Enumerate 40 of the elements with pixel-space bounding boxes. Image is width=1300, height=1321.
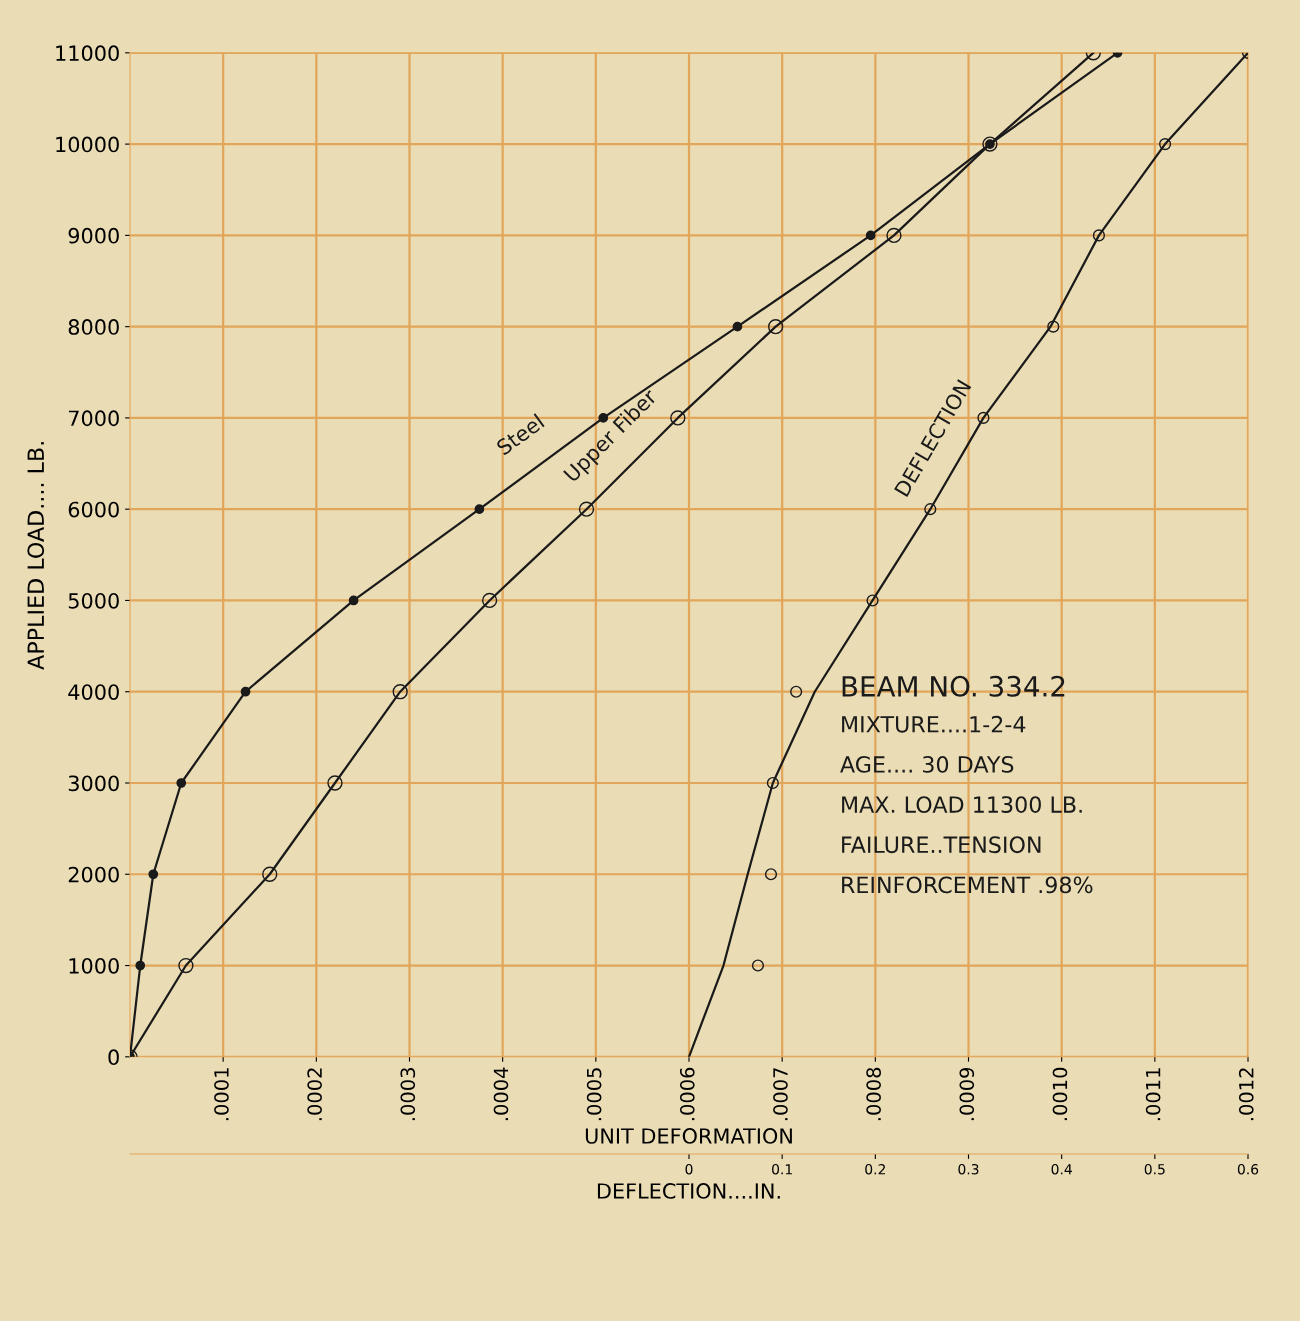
x-tick-label: .0001	[214, 1068, 229, 1121]
x-tick-label: .0002	[307, 1068, 322, 1121]
x-tick-label: .0011	[1145, 1068, 1161, 1121]
annotation: BEAM NO. 334.2	[842, 675, 1065, 697]
x-tick-label: .0003	[400, 1068, 416, 1121]
y-axis-title: APPLIED LOAD.... LB.	[27, 442, 45, 670]
x2-tick-label: 0.4	[1051, 1163, 1072, 1175]
y-tick-label: 4000	[68, 684, 119, 700]
x2-tick-label: 0	[685, 1163, 693, 1175]
annotation: AGE.... 30 DAYS	[840, 756, 1014, 773]
y-tick-label: 6000	[68, 501, 119, 518]
x-tick-label: .0005	[586, 1068, 602, 1121]
x-tick-label: .0012	[1238, 1068, 1254, 1121]
x-tick-label: .0006	[679, 1067, 695, 1121]
x2-tick-label: 0.1	[772, 1163, 792, 1175]
x-tick-label: .0008	[866, 1067, 881, 1121]
annotation: MAX. LOAD 11300 LB.	[842, 796, 1082, 813]
y-tick-label: 1000	[69, 957, 119, 974]
x2-tick-label: 0.3	[958, 1163, 979, 1175]
y-tick-label: 7000	[68, 410, 119, 427]
x-tick-label: .0010	[1052, 1067, 1068, 1121]
x2-tick-label: 0.5	[1144, 1163, 1165, 1175]
y-tick-label: 11000	[56, 45, 119, 62]
y-tick-label: 0	[108, 1049, 119, 1066]
x2-axis-title: DEFLECTION....IN.	[597, 1183, 780, 1199]
x-axis-title: UNIT DEFORMATION	[585, 1128, 792, 1144]
y-tick-label: 8000	[68, 319, 119, 335]
y-tick-label: 9000	[68, 227, 119, 244]
x-tick-label: .0009	[959, 1067, 975, 1121]
annotation: FAILURE..TENSION	[842, 836, 1041, 854]
y-tick-label: 2000	[68, 866, 119, 883]
y-tick-label: 3000	[68, 775, 119, 792]
y-tick-label: 10000	[56, 136, 119, 153]
x-tick-label: .0007	[773, 1068, 788, 1121]
annotation: MIXTURE....1-2-4	[842, 715, 1026, 733]
x-tick-label: .0004	[493, 1067, 509, 1121]
x2-tick-label: 0.2	[865, 1163, 885, 1175]
x2-tick-label: 0.6	[1237, 1163, 1259, 1175]
y-tick-label: 5000	[68, 592, 119, 609]
annotation: REINFORCEMENT .98%	[842, 876, 1093, 894]
